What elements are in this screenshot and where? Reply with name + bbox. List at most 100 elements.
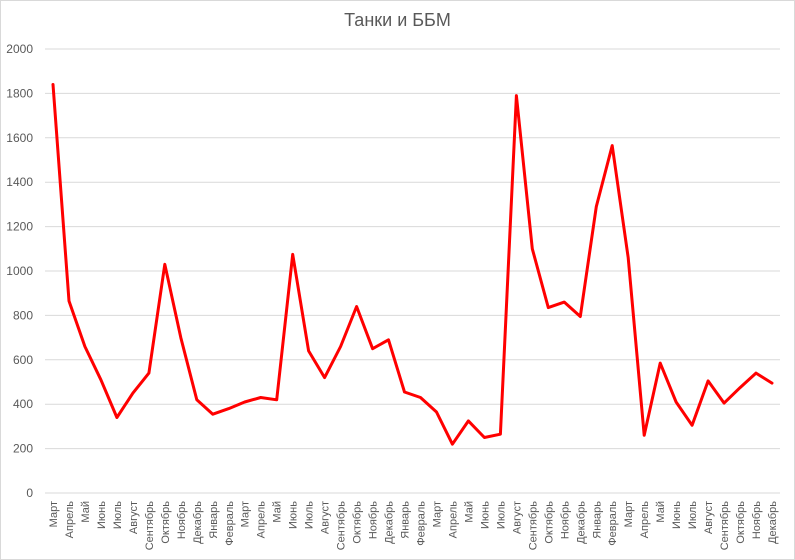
data-point [467, 419, 470, 422]
y-tick-label: 0 [26, 486, 33, 500]
data-point [643, 434, 646, 437]
data-point [323, 376, 326, 379]
data-point [515, 94, 518, 97]
x-tick-label: Апрель [639, 501, 651, 539]
x-tick-label: Май [80, 501, 92, 523]
x-tick-label: Декабрь [384, 501, 396, 544]
x-tick-label: Ноябрь [559, 501, 571, 539]
data-point [51, 83, 54, 86]
data-point [67, 299, 70, 302]
data-point [275, 398, 278, 401]
data-point [371, 347, 374, 350]
data-point [403, 390, 406, 393]
x-tick-label: Декабрь [767, 501, 779, 544]
x-tick-label: Декабрь [192, 501, 204, 544]
data-point [499, 433, 502, 436]
y-tick-label: 1200 [6, 220, 33, 234]
data-point [547, 306, 550, 309]
x-tick-label: Март [623, 501, 635, 527]
data-point [435, 410, 438, 413]
x-tick-label: Июнь [671, 501, 683, 529]
data-point [115, 416, 118, 419]
x-tick-label: Июль [304, 501, 316, 529]
x-tick-label: Июль [112, 501, 124, 529]
x-tick-label: Август [128, 501, 140, 534]
x-tick-label: Май [463, 501, 475, 523]
x-tick-label: Апрель [64, 501, 76, 539]
x-tick-label: Октябрь [735, 501, 747, 544]
x-tick-label: Ноябрь [368, 501, 380, 539]
data-point [243, 400, 246, 403]
data-point [131, 392, 134, 395]
data-point [563, 301, 566, 304]
x-tick-label: Май [655, 501, 667, 523]
x-tick-label: Июль [495, 501, 507, 529]
data-point [771, 382, 774, 385]
data-point [147, 372, 150, 375]
y-tick-label: 800 [13, 308, 33, 322]
data-point [627, 256, 630, 259]
x-tick-label: Июнь [96, 501, 108, 529]
data-point [739, 386, 742, 389]
y-tick-label: 200 [13, 442, 33, 456]
x-tick-label: Апрель [256, 501, 268, 539]
x-tick-label: Август [320, 501, 332, 534]
x-tick-label: Ноябрь [176, 501, 188, 539]
x-tick-label: Сентябрь [527, 501, 539, 551]
data-point [419, 396, 422, 399]
x-tick-label: Январь [208, 501, 220, 539]
x-tick-label: Март [431, 501, 443, 527]
data-point [307, 349, 310, 352]
x-tick-label: Август [511, 501, 523, 534]
data-point [595, 205, 598, 208]
data-point [179, 336, 182, 339]
data-point [211, 413, 214, 416]
x-tick-label: Июнь [479, 501, 491, 529]
data-point [579, 315, 582, 318]
x-tick-label: Ноябрь [751, 501, 763, 539]
x-tick-label: Декабрь [575, 501, 587, 544]
data-point [99, 378, 102, 381]
y-tick-label: 400 [13, 397, 33, 411]
x-tick-label: Февраль [224, 501, 236, 546]
data-point [531, 247, 534, 250]
y-tick-label: 1800 [6, 86, 33, 100]
data-point [451, 443, 454, 446]
data-point [723, 402, 726, 405]
x-tick-label: Октябрь [543, 501, 555, 544]
x-tick-label: Июнь [288, 501, 300, 529]
data-point [195, 398, 198, 401]
data-point [259, 396, 262, 399]
x-tick-label: Апрель [447, 501, 459, 539]
x-tick-label: Январь [591, 501, 603, 539]
x-tick-label: Сентябрь [336, 501, 348, 551]
data-point [483, 436, 486, 439]
x-tick-label: Июль [687, 501, 699, 529]
data-point [163, 263, 166, 266]
y-tick-label: 1600 [6, 131, 33, 145]
data-point [355, 305, 358, 308]
data-point [227, 407, 230, 410]
x-tick-label: Октябрь [352, 501, 364, 544]
data-point [707, 379, 710, 382]
x-tick-label: Февраль [607, 501, 619, 546]
x-tick-label: Май [272, 501, 284, 523]
data-point [339, 345, 342, 348]
data-point [291, 253, 294, 256]
x-tick-label: Октябрь [160, 501, 172, 544]
chart-title: Танки и ББМ [344, 10, 451, 30]
data-point [611, 144, 614, 147]
y-tick-label: 1000 [6, 264, 33, 278]
x-tick-label: Сентябрь [719, 501, 731, 551]
y-tick-label: 1400 [6, 175, 33, 189]
series-line [51, 83, 774, 446]
y-tick-label: 2000 [6, 42, 33, 56]
y-tick-label: 600 [13, 353, 33, 367]
x-tick-label: Сентябрь [144, 501, 156, 551]
data-point [83, 345, 86, 348]
data-point [675, 400, 678, 403]
data-point [659, 362, 662, 365]
x-tick-label: Январь [400, 501, 412, 539]
x-tick-label: Февраль [415, 501, 427, 546]
x-tick-label: Март [48, 501, 60, 527]
